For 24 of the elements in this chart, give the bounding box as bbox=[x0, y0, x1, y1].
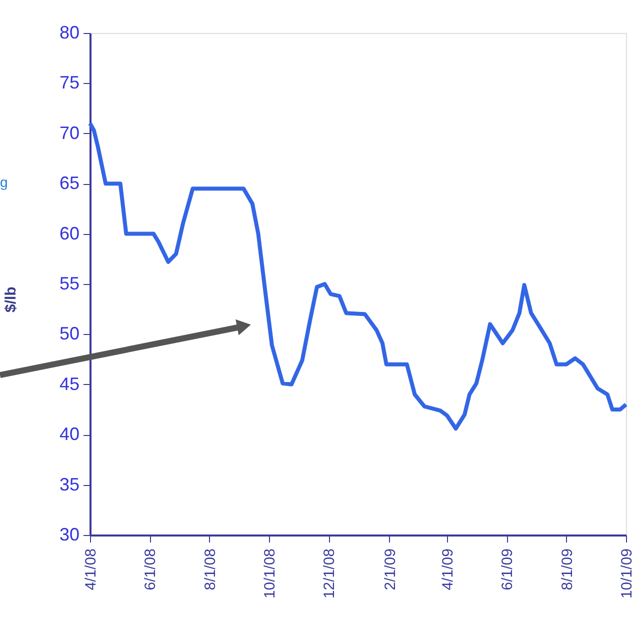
y-tick-label: 55 bbox=[59, 274, 80, 294]
y-tick-label: 40 bbox=[59, 424, 80, 444]
x-tick-label: 6/1/08 bbox=[142, 548, 160, 590]
y-tick-label: 70 bbox=[59, 122, 80, 143]
text: g bbox=[0, 174, 8, 190]
y-tick-label: 45 bbox=[59, 374, 80, 394]
y-tick-label: 30 bbox=[59, 524, 80, 544]
x-tick-label: 8/1/08 bbox=[202, 548, 219, 590]
x-tick-label: 6/1/09 bbox=[499, 548, 516, 590]
x-tick-label: 8/1/09 bbox=[558, 548, 576, 590]
x-tick-label: 2/1/09 bbox=[382, 548, 399, 590]
x-tick-label: 10/1/08 bbox=[261, 548, 278, 599]
y-tick-label: 75 bbox=[59, 72, 80, 93]
y-tick-label: 80 bbox=[59, 22, 80, 42]
x-tick-label: 4/1/09 bbox=[440, 548, 457, 590]
y-axis-title: $/lb bbox=[2, 286, 20, 312]
x-tick-label: 4/1/08 bbox=[82, 548, 100, 590]
x-tick-label: 12/1/08 bbox=[321, 548, 338, 599]
line-series bbox=[88, 121, 628, 431]
x-tick-label: 10/1/09 bbox=[618, 548, 636, 599]
y-tick-label: 60 bbox=[59, 223, 80, 244]
y-tick-label: 35 bbox=[59, 474, 80, 494]
y-tick-label: 65 bbox=[59, 173, 80, 194]
y-tick-label: 50 bbox=[59, 324, 80, 344]
